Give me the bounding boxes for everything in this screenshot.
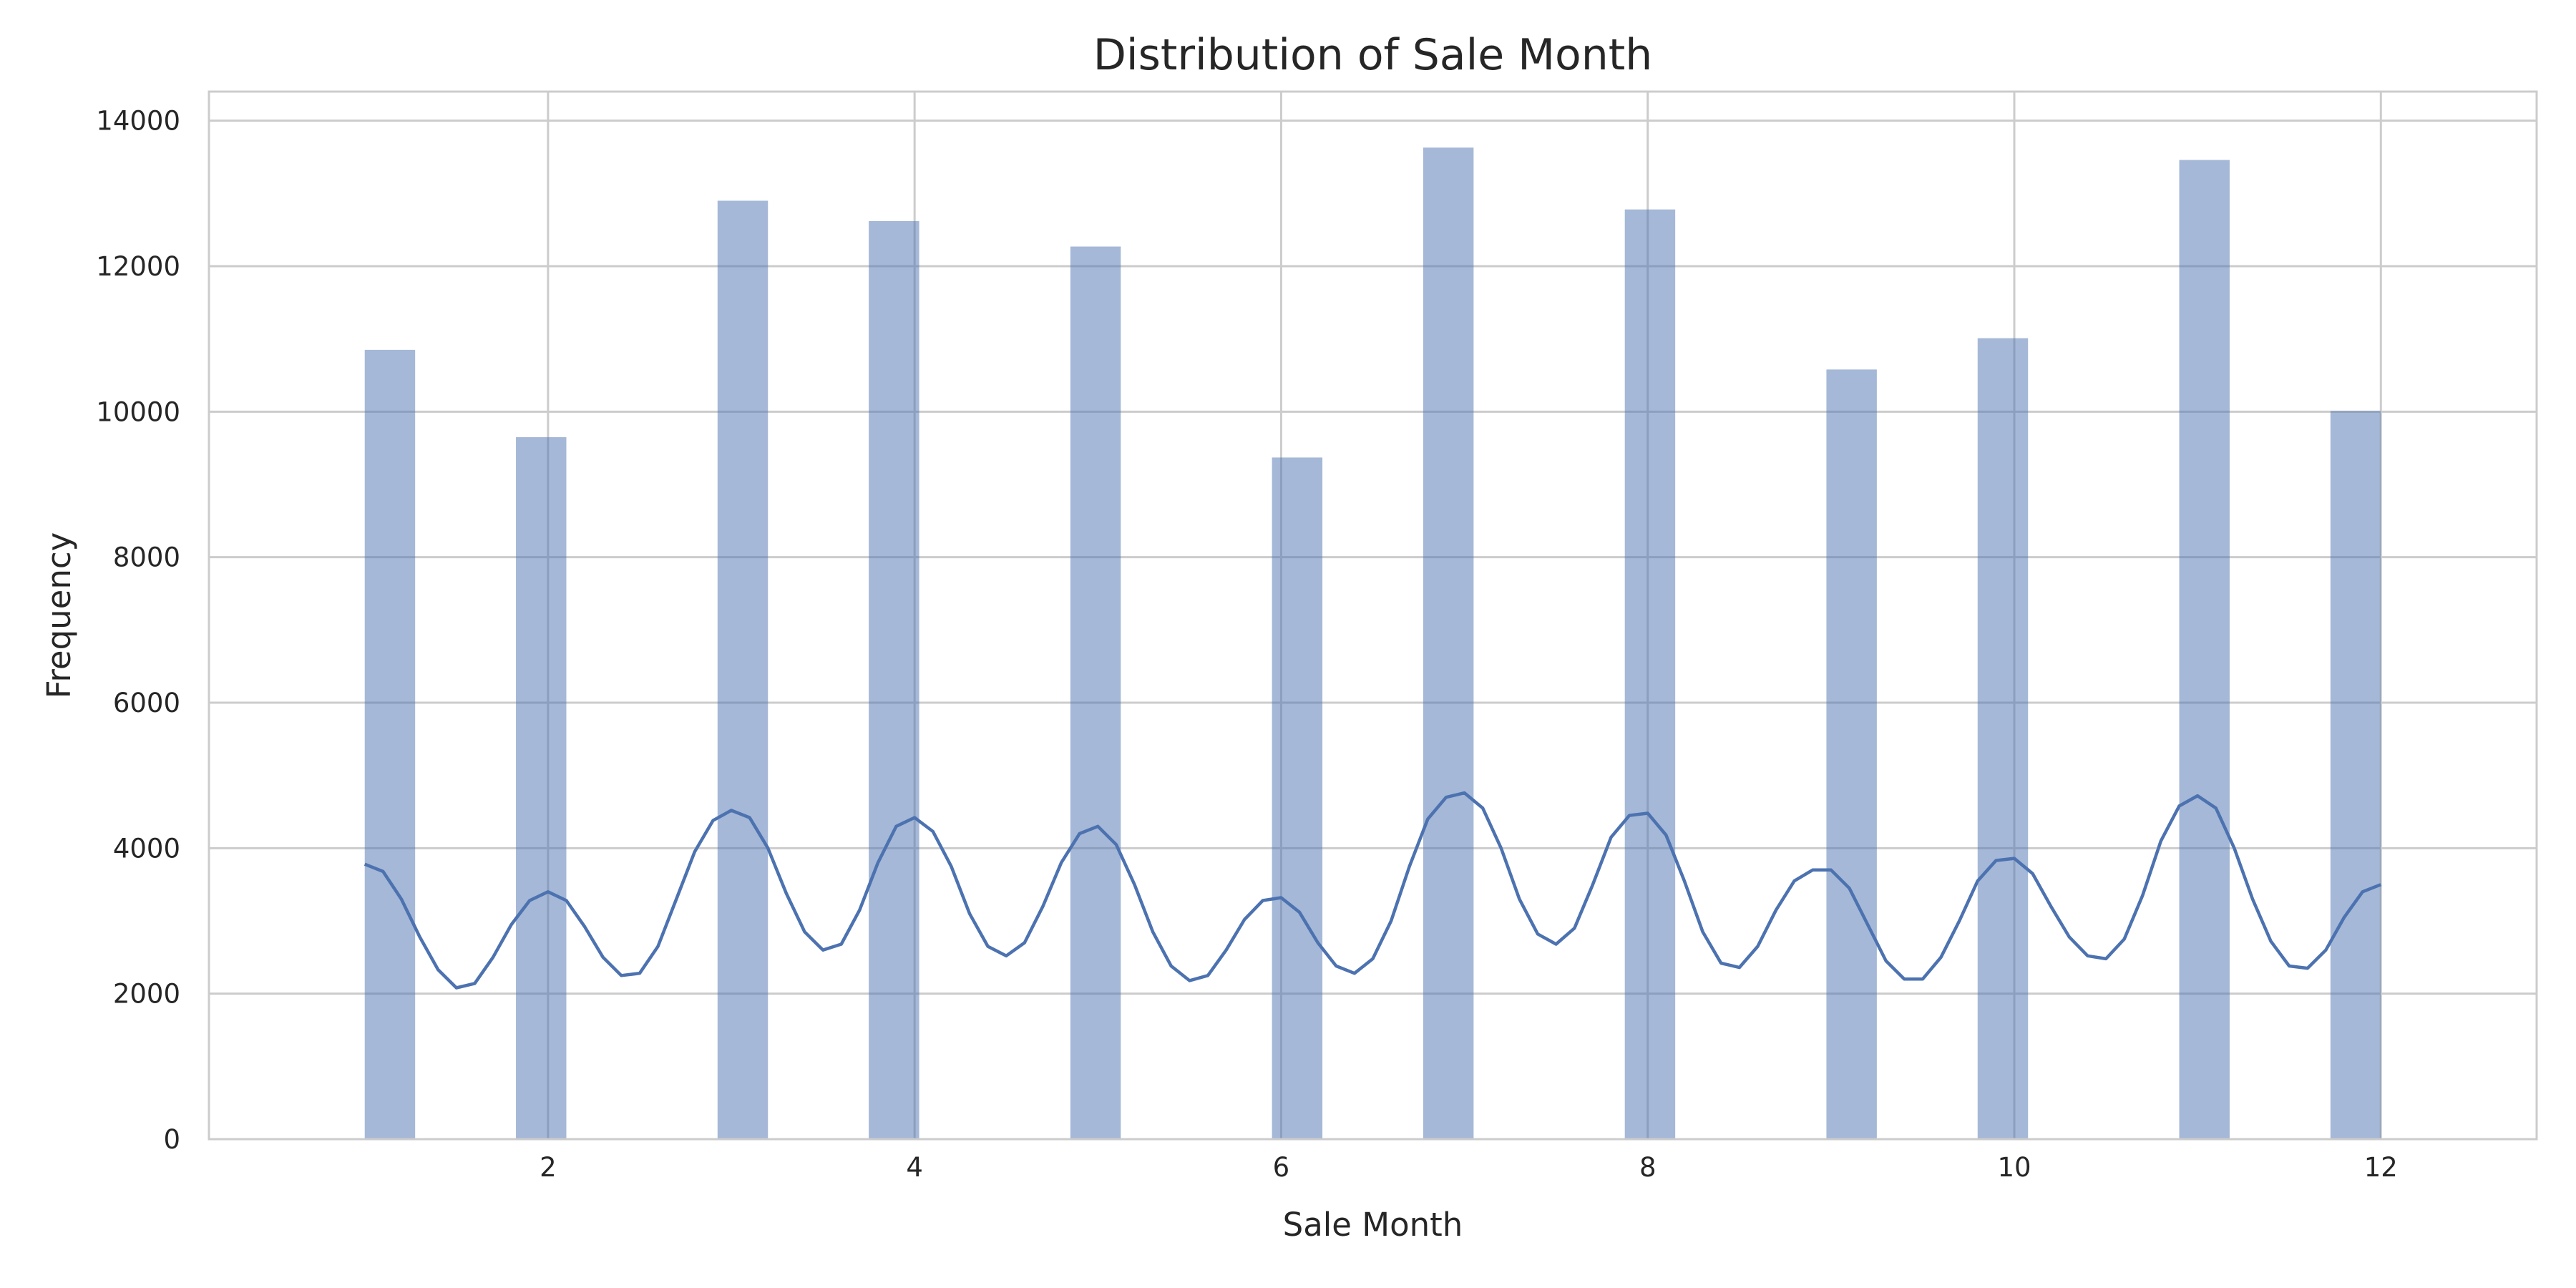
y-axis-label: Frequency [40, 532, 78, 698]
chart-title: Distribution of Sale Month [1093, 30, 1653, 80]
kde-line [364, 791, 2382, 990]
histogram-bar [869, 220, 919, 1139]
y-gridlines [209, 119, 2537, 1141]
y-tick-label: 0 [163, 1124, 180, 1155]
histogram-bar [1070, 246, 1121, 1139]
y-tick-labels: 0 2000 4000 6000 8000 10000 12000 14000 [96, 106, 180, 1155]
kde-curve-group [364, 791, 2382, 990]
x-tick-label: 6 [1273, 1152, 1290, 1183]
y-tick-label: 2000 [113, 979, 180, 1010]
y-tick-label: 6000 [113, 688, 180, 718]
histogram-bars [364, 147, 2381, 1140]
histogram-bar [2330, 411, 2381, 1139]
histogram-bar [1272, 457, 1323, 1139]
histogram-bar [1624, 209, 1676, 1140]
y-tick-label: 4000 [113, 833, 180, 864]
histogram-bar [1826, 369, 1877, 1139]
y-tick-label: 14000 [96, 106, 180, 137]
histogram-bar [1977, 338, 2029, 1139]
histogram-bar [1423, 147, 1474, 1140]
x-tick-labels: 2 4 6 8 10 12 [540, 1152, 2398, 1183]
histogram-bar [717, 200, 769, 1139]
y-tick-label: 8000 [113, 542, 180, 573]
histogram-bar [516, 436, 567, 1139]
x-tick-label: 10 [1997, 1152, 2031, 1183]
y-tick-label: 10000 [96, 396, 180, 427]
x-axis-label: Sale Month [1283, 1206, 1463, 1244]
x-tick-label: 2 [540, 1152, 557, 1183]
axes-frame [208, 90, 2538, 1141]
histogram-bar [2179, 160, 2230, 1140]
x-tick-label: 12 [2364, 1152, 2398, 1183]
histogram-bar [364, 349, 416, 1140]
x-tick-label: 4 [906, 1152, 923, 1183]
x-tick-label: 8 [1639, 1152, 1657, 1183]
y-tick-label: 12000 [96, 251, 180, 282]
